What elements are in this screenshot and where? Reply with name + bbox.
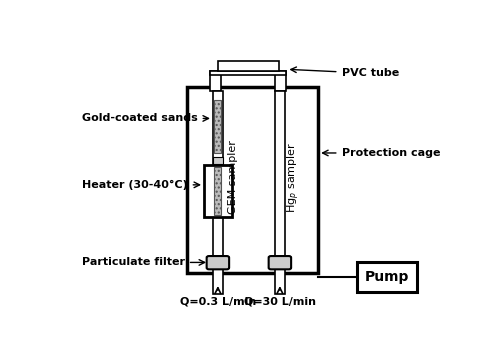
Text: Gold-coated sands: Gold-coated sands	[82, 114, 208, 124]
Bar	[275, 90, 285, 260]
FancyBboxPatch shape	[268, 256, 291, 269]
Bar	[218, 60, 278, 71]
Text: Heater (30-40°C): Heater (30-40°C)	[82, 180, 200, 190]
Bar	[357, 263, 417, 292]
Text: Q=30 L/min: Q=30 L/min	[244, 297, 316, 307]
Text: Hg$_p$ sampler: Hg$_p$ sampler	[286, 141, 302, 213]
Bar	[210, 71, 222, 90]
Bar	[275, 267, 285, 294]
Text: Protection cage: Protection cage	[322, 148, 440, 158]
Bar	[214, 167, 222, 215]
Bar	[275, 71, 286, 90]
FancyBboxPatch shape	[206, 256, 229, 269]
Bar	[213, 267, 223, 294]
Bar	[210, 71, 286, 75]
Bar	[213, 157, 223, 164]
Text: PVC tube: PVC tube	[291, 67, 399, 78]
Bar	[204, 165, 232, 217]
Text: Pump: Pump	[365, 270, 409, 284]
Bar	[213, 90, 223, 260]
Bar	[186, 87, 318, 273]
Text: Particulate filter: Particulate filter	[82, 257, 204, 267]
Text: GEM sampler: GEM sampler	[228, 140, 238, 214]
Text: Q=0.3 L/min: Q=0.3 L/min	[180, 297, 256, 307]
Bar	[214, 100, 222, 153]
